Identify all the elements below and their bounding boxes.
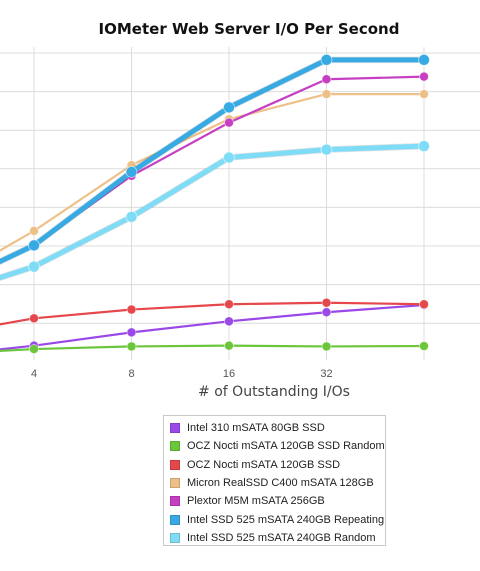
data-point — [29, 344, 39, 354]
legend-item: Plextor M5M mSATA 256GB — [170, 492, 385, 510]
x-tick-label: 8 — [128, 368, 134, 380]
legend-swatch — [170, 423, 180, 434]
data-point — [126, 327, 137, 338]
data-point — [419, 89, 429, 99]
legend-label: Intel SSD 525 mSATA 240GB Repeating — [187, 513, 385, 526]
legend: Intel 310 mSATA 80GB SSD OCZ Nocti mSATA … — [163, 415, 386, 546]
x-tick-label: 32 — [320, 368, 332, 380]
data-point — [28, 260, 40, 273]
series-1 — [0, 300, 429, 351]
series-line-shadow — [0, 56, 424, 266]
data-point — [29, 225, 39, 236]
x-tick-label: 4 — [31, 368, 37, 380]
series-layer — [0, 54, 430, 354]
legend-item: Micron RealSSD C400 mSATA 128GB — [170, 474, 385, 492]
series-5 — [0, 71, 429, 263]
legend-item: OCZ Nocti mSATA 120GB SSD — [170, 456, 385, 474]
legend-label: Micron RealSSD C400 mSATA 128GB — [187, 477, 374, 490]
chart-title: IOMeter Web Server I/O Per Second — [98, 20, 400, 38]
data-point — [321, 74, 332, 85]
legend-swatch — [170, 459, 180, 470]
data-point — [321, 341, 332, 352]
legend-label: Intel SSD 525 mSATA 240GB Random — [187, 531, 376, 544]
legend-item: OCZ Nocti mSATA 120GB SSD Random — [170, 437, 385, 455]
data-point — [418, 140, 430, 153]
series-line — [0, 75, 426, 263]
legend-label: OCZ Nocti mSATA 120GB SSD Random — [187, 440, 385, 453]
x-tick-labels: 2481632 — [31, 368, 333, 380]
legend-item: Intel SSD 525 mSATA 240GB Random — [170, 529, 385, 547]
data-point — [126, 304, 137, 315]
data-point — [224, 316, 234, 327]
data-point — [223, 101, 235, 114]
data-point — [320, 54, 333, 66]
legend-label: Intel 310 mSATA 80GB SSD — [187, 422, 325, 435]
data-point — [418, 54, 430, 66]
series-6 — [0, 54, 430, 266]
data-point — [419, 299, 429, 310]
series-7 — [0, 140, 430, 282]
legend-swatch — [170, 514, 180, 525]
series-line-shadow — [0, 142, 425, 282]
series-2 — [0, 340, 429, 354]
data-point — [29, 313, 39, 324]
data-point — [419, 341, 429, 351]
data-point — [125, 166, 138, 178]
data-point — [321, 307, 332, 318]
line-chart: 2481632 — [0, 47, 480, 380]
data-point — [224, 117, 234, 128]
data-point — [419, 71, 429, 82]
series-3 — [0, 297, 429, 326]
x-tick-label: 16 — [223, 368, 235, 380]
data-point — [321, 297, 332, 308]
data-point — [223, 151, 235, 164]
legend-item: Intel 310 mSATA 80GB SSD — [170, 419, 385, 437]
legend-swatch — [170, 496, 180, 507]
series-line — [0, 92, 426, 252]
data-point — [224, 299, 234, 310]
data-point — [125, 210, 138, 223]
data-point — [126, 341, 137, 352]
series-line — [0, 344, 426, 353]
data-point — [320, 143, 333, 156]
x-axis-label: # of Outstanding I/Os — [198, 384, 350, 400]
legend-label: OCZ Nocti mSATA 120GB SSD — [187, 458, 341, 471]
legend-item: Intel SSD 525 mSATA 240GB Repeating — [170, 510, 385, 528]
legend-swatch — [170, 478, 180, 489]
legend-label: Plextor M5M mSATA 256GB — [187, 495, 325, 508]
legend-swatch — [170, 532, 180, 543]
data-point — [224, 340, 234, 351]
series-line — [0, 57, 427, 265]
series-4 — [0, 89, 429, 252]
data-point — [321, 89, 332, 99]
series-line — [0, 303, 426, 351]
data-point — [28, 239, 40, 252]
legend-swatch — [170, 441, 180, 452]
